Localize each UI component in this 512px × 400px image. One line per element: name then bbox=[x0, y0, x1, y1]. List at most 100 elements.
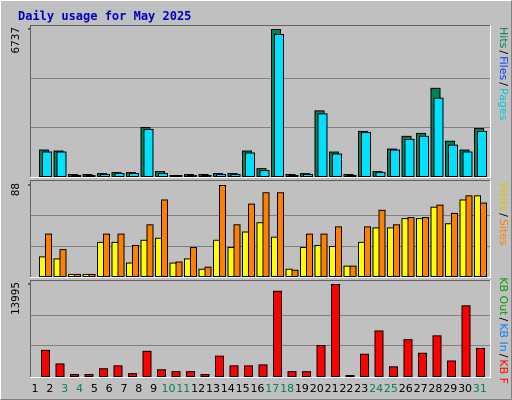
bar bbox=[329, 246, 336, 278]
legend-separator: / bbox=[497, 354, 510, 358]
bar bbox=[433, 97, 444, 177]
bar bbox=[84, 374, 94, 377]
x-tick-label: 2 bbox=[46, 382, 53, 395]
x-tick-label: 25 bbox=[384, 382, 398, 395]
bar bbox=[215, 355, 224, 377]
bar bbox=[273, 290, 282, 377]
chart-title: Daily usage for May 2025 bbox=[18, 9, 191, 23]
legend-entry: KB In bbox=[497, 323, 510, 352]
legend-separator: / bbox=[497, 82, 510, 86]
x-tick-label: 17 bbox=[265, 382, 279, 395]
bar bbox=[364, 226, 371, 277]
bar bbox=[448, 144, 458, 177]
bar bbox=[287, 371, 297, 377]
legend-entry: KB F bbox=[497, 359, 510, 384]
bar bbox=[331, 284, 340, 377]
bar bbox=[187, 175, 197, 178]
bar bbox=[461, 305, 471, 377]
bar bbox=[401, 218, 409, 278]
bar bbox=[332, 153, 342, 177]
bar bbox=[82, 273, 90, 278]
bar bbox=[227, 247, 235, 278]
bar bbox=[390, 149, 400, 177]
x-tick-label: 4 bbox=[76, 382, 83, 395]
legend-entry: Visits bbox=[497, 182, 510, 211]
legend-separator: / bbox=[497, 213, 510, 217]
bar bbox=[39, 256, 46, 277]
bar bbox=[285, 268, 293, 277]
bar bbox=[53, 258, 61, 277]
x-tick-label: 3 bbox=[61, 382, 68, 395]
bar bbox=[158, 173, 168, 177]
bar bbox=[143, 128, 154, 178]
bar bbox=[451, 212, 458, 277]
bar bbox=[100, 174, 110, 178]
bar bbox=[213, 239, 220, 278]
bar bbox=[430, 206, 438, 277]
x-tick-label: 26 bbox=[399, 382, 413, 395]
bar bbox=[375, 172, 386, 177]
bar bbox=[256, 222, 264, 278]
bar bbox=[161, 199, 168, 278]
bar bbox=[244, 365, 253, 378]
bar bbox=[404, 138, 415, 178]
bar bbox=[216, 174, 226, 178]
bar bbox=[128, 373, 137, 378]
bar bbox=[387, 227, 394, 277]
bar bbox=[68, 273, 75, 278]
bar bbox=[303, 174, 313, 178]
x-tick-label: 18 bbox=[280, 382, 294, 395]
bar bbox=[477, 130, 487, 177]
bar bbox=[140, 239, 148, 278]
x-tick-label: 6 bbox=[106, 382, 113, 395]
x-tick-label: 30 bbox=[458, 382, 472, 395]
y-tick-label: 88 bbox=[9, 183, 22, 196]
bar bbox=[114, 173, 125, 177]
x-tick-label: 27 bbox=[414, 382, 428, 395]
bar bbox=[316, 345, 326, 378]
legend-entry: Sites bbox=[497, 219, 510, 246]
bar bbox=[219, 185, 226, 277]
bar bbox=[201, 175, 212, 178]
bar bbox=[335, 226, 342, 277]
y-tick-label: 13995 bbox=[9, 282, 22, 315]
bar bbox=[462, 151, 473, 178]
bar bbox=[229, 365, 239, 378]
bar bbox=[230, 174, 241, 178]
x-tick-label: 29 bbox=[443, 382, 457, 395]
x-tick-label: 16 bbox=[250, 382, 264, 395]
x-tick-label: 24 bbox=[369, 382, 383, 395]
bar bbox=[291, 269, 299, 277]
bar bbox=[41, 349, 50, 377]
x-tick-label: 31 bbox=[473, 382, 487, 395]
x-tick-label: 23 bbox=[354, 382, 368, 395]
bar bbox=[248, 203, 255, 277]
bar bbox=[419, 135, 429, 177]
bar bbox=[306, 233, 313, 278]
x-tick-label: 1 bbox=[32, 382, 39, 395]
bar bbox=[389, 366, 398, 378]
bar bbox=[474, 195, 481, 277]
bar bbox=[186, 371, 195, 377]
bar bbox=[172, 175, 183, 178]
bar bbox=[445, 223, 452, 278]
bar bbox=[302, 371, 311, 377]
bar bbox=[378, 209, 386, 277]
legend: Visits / Sites bbox=[497, 182, 510, 246]
bar bbox=[171, 371, 181, 377]
bar bbox=[372, 227, 380, 277]
legend-entry: Files bbox=[497, 56, 510, 80]
bar bbox=[403, 339, 413, 378]
bar bbox=[126, 262, 133, 278]
legend: Hits/Files/Pages bbox=[497, 27, 510, 121]
bar bbox=[360, 353, 369, 378]
bar bbox=[200, 374, 210, 377]
bar bbox=[393, 224, 400, 277]
bar bbox=[447, 360, 456, 378]
y-tick-label: 6737 bbox=[9, 27, 22, 54]
x-tick-label: 11 bbox=[176, 382, 190, 395]
bar bbox=[258, 364, 268, 377]
legend-entry: Pages bbox=[497, 88, 510, 121]
legend-entry: Hits bbox=[497, 27, 510, 49]
